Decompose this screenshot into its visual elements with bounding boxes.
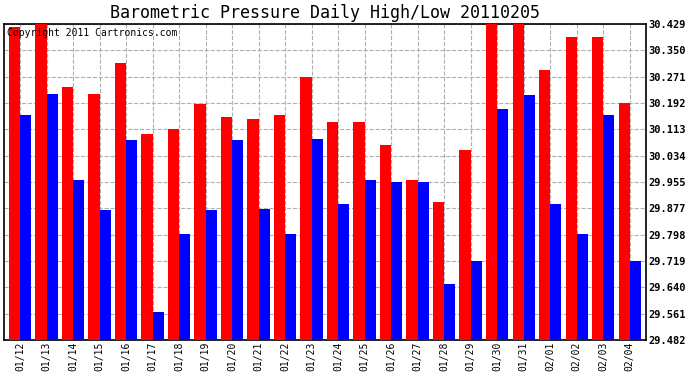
Bar bbox=[524, 95, 535, 340]
Bar bbox=[460, 150, 471, 340]
Bar bbox=[195, 104, 206, 340]
Bar bbox=[513, 24, 524, 340]
Bar bbox=[46, 93, 58, 340]
Bar bbox=[35, 24, 46, 340]
Bar bbox=[618, 103, 630, 340]
Bar bbox=[99, 210, 110, 340]
Bar bbox=[391, 182, 402, 340]
Bar bbox=[353, 122, 364, 340]
Bar bbox=[168, 129, 179, 340]
Bar bbox=[126, 140, 137, 340]
Bar bbox=[285, 234, 296, 340]
Bar bbox=[406, 180, 417, 340]
Bar bbox=[221, 117, 232, 340]
Bar bbox=[20, 115, 31, 340]
Bar bbox=[206, 210, 217, 340]
Bar bbox=[433, 202, 444, 340]
Bar bbox=[312, 139, 323, 340]
Bar bbox=[566, 37, 577, 340]
Bar bbox=[444, 284, 455, 340]
Bar bbox=[73, 180, 84, 340]
Bar bbox=[179, 234, 190, 340]
Bar bbox=[592, 37, 603, 340]
Text: Copyright 2011 Cartronics.com: Copyright 2011 Cartronics.com bbox=[8, 28, 178, 39]
Bar bbox=[497, 109, 509, 340]
Bar bbox=[364, 180, 376, 340]
Bar bbox=[327, 122, 338, 340]
Bar bbox=[550, 204, 561, 340]
Bar bbox=[577, 234, 588, 340]
Bar bbox=[630, 261, 641, 340]
Bar bbox=[88, 93, 99, 340]
Bar bbox=[380, 146, 391, 340]
Bar bbox=[259, 209, 270, 340]
Bar bbox=[471, 261, 482, 340]
Bar bbox=[115, 63, 126, 340]
Bar bbox=[486, 24, 497, 340]
Bar bbox=[248, 118, 259, 340]
Title: Barometric Pressure Daily High/Low 20110205: Barometric Pressure Daily High/Low 20110… bbox=[110, 4, 540, 22]
Bar bbox=[62, 87, 73, 340]
Bar bbox=[141, 134, 152, 340]
Bar bbox=[152, 312, 164, 340]
Bar bbox=[417, 182, 428, 340]
Bar bbox=[9, 27, 20, 340]
Bar bbox=[300, 76, 312, 340]
Bar bbox=[338, 204, 349, 340]
Bar bbox=[232, 140, 244, 340]
Bar bbox=[274, 115, 285, 340]
Bar bbox=[539, 70, 550, 340]
Bar bbox=[603, 115, 614, 340]
